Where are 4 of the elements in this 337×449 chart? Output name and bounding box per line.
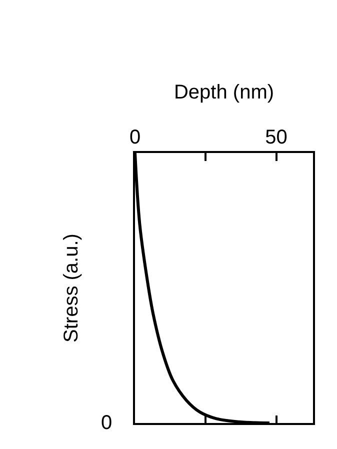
y-axis-title: Stress (a.u.) [60, 234, 82, 342]
text: 0 [101, 412, 112, 434]
x-axis-title: Depth (nm) [174, 81, 274, 104]
x-tick-label: 50 [265, 126, 288, 148]
